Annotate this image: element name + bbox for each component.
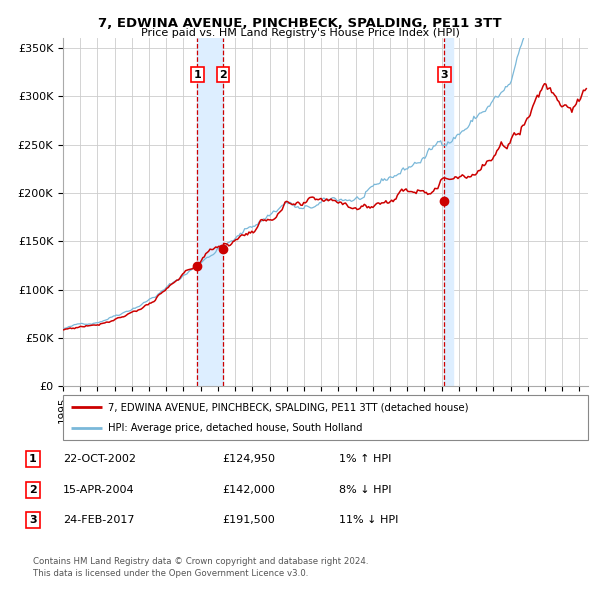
Text: 7, EDWINA AVENUE, PINCHBECK, SPALDING, PE11 3TT: 7, EDWINA AVENUE, PINCHBECK, SPALDING, P… xyxy=(98,17,502,30)
Text: HPI: Average price, detached house, South Holland: HPI: Average price, detached house, Sout… xyxy=(107,422,362,432)
Text: 24-FEB-2017: 24-FEB-2017 xyxy=(63,516,134,525)
Text: 3: 3 xyxy=(29,516,37,525)
Text: 8% ↓ HPI: 8% ↓ HPI xyxy=(339,485,391,494)
Text: 7, EDWINA AVENUE, PINCHBECK, SPALDING, PE11 3TT (detached house): 7, EDWINA AVENUE, PINCHBECK, SPALDING, P… xyxy=(107,402,468,412)
Text: Contains HM Land Registry data © Crown copyright and database right 2024.: Contains HM Land Registry data © Crown c… xyxy=(33,558,368,566)
Text: This data is licensed under the Open Government Licence v3.0.: This data is licensed under the Open Gov… xyxy=(33,569,308,578)
FancyBboxPatch shape xyxy=(63,395,588,440)
Text: Price paid vs. HM Land Registry's House Price Index (HPI): Price paid vs. HM Land Registry's House … xyxy=(140,28,460,38)
Text: 1: 1 xyxy=(194,70,202,80)
Text: £142,000: £142,000 xyxy=(222,485,275,494)
Text: £124,950: £124,950 xyxy=(222,454,275,464)
Text: 11% ↓ HPI: 11% ↓ HPI xyxy=(339,516,398,525)
Text: £191,500: £191,500 xyxy=(222,516,275,525)
Text: 22-OCT-2002: 22-OCT-2002 xyxy=(63,454,136,464)
Text: 2: 2 xyxy=(219,70,227,80)
Text: 1% ↑ HPI: 1% ↑ HPI xyxy=(339,454,391,464)
Text: 2: 2 xyxy=(29,485,37,494)
Text: 1: 1 xyxy=(29,454,37,464)
Text: 3: 3 xyxy=(440,70,448,80)
Text: 15-APR-2004: 15-APR-2004 xyxy=(63,485,134,494)
Bar xyxy=(197,38,223,386)
Bar xyxy=(444,38,453,386)
